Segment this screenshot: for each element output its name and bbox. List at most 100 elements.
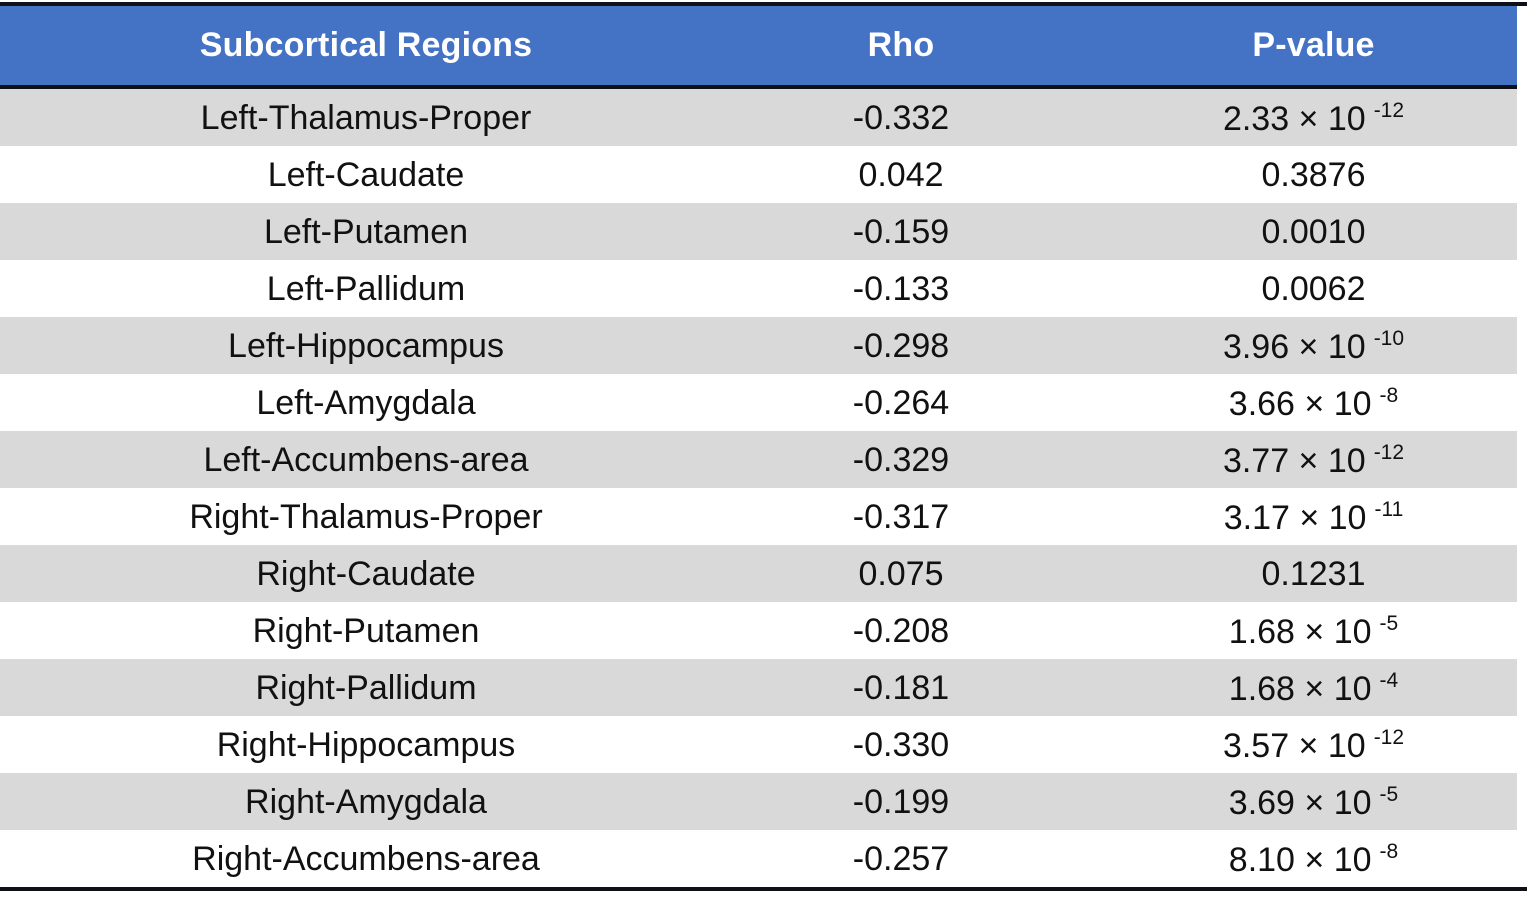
table-row: Left-Pallidum -0.133 0.0062 bbox=[0, 260, 1517, 317]
table-row: Right-Hippocampus -0.330 3.57 × 10 -12 bbox=[0, 716, 1517, 773]
table-row: Right-Putamen -0.208 1.68 × 10 -5 bbox=[0, 602, 1517, 659]
region-label: Right-Thalamus-Proper bbox=[189, 497, 543, 536]
rho-cell: -0.264 bbox=[732, 386, 1070, 420]
subcortical-correlation-table: Subcortical Regions Rho P-value Left-Tha… bbox=[0, 2, 1527, 891]
table-row: Left-Caudate 0.042 0.3876 bbox=[0, 146, 1517, 203]
rho-cell: -0.199 bbox=[732, 785, 1070, 819]
rho-cell: -0.298 bbox=[732, 329, 1070, 363]
region-label: Left-Hippocampus bbox=[228, 326, 504, 365]
region-label: Right-Accumbens-area bbox=[192, 839, 540, 878]
p-value-base: 3.77 × 10 bbox=[1222, 441, 1366, 480]
region-label: Right-Pallidum bbox=[255, 668, 477, 707]
region-cell: Left-Putamen bbox=[0, 215, 732, 249]
rho-cell: -0.133 bbox=[732, 272, 1070, 306]
table-row: Left-Hippocampus -0.298 3.96 × 10 -10 bbox=[0, 317, 1517, 374]
rho-cell: -0.208 bbox=[732, 614, 1070, 648]
p-value-cell: 3.57 × 10 -12 bbox=[1070, 727, 1517, 763]
p-value-base: 0.1231 bbox=[1261, 554, 1366, 593]
region-label: Left-Putamen bbox=[263, 212, 469, 251]
rho-value: 0.075 bbox=[858, 554, 944, 593]
p-value-base: 3.66 × 10 bbox=[1228, 384, 1372, 423]
region-label: Right-Putamen bbox=[252, 611, 480, 650]
p-value-cell: 0.3876 bbox=[1070, 158, 1517, 192]
rho-value: -0.264 bbox=[852, 383, 950, 422]
p-value-base: 1.68 × 10 bbox=[1228, 669, 1372, 708]
rho-cell: -0.257 bbox=[732, 842, 1070, 876]
rho-value: -0.317 bbox=[852, 497, 950, 536]
rho-value: -0.208 bbox=[852, 611, 950, 650]
p-value-exponent: -4 bbox=[1379, 668, 1399, 692]
table-row: Left-Putamen -0.159 0.0010 bbox=[0, 203, 1517, 260]
table-row: Right-Thalamus-Proper -0.317 3.17 × 10 -1… bbox=[0, 488, 1517, 545]
p-value-cell: 3.96 × 10 -10 bbox=[1070, 328, 1517, 364]
region-cell: Right-Amygdala bbox=[0, 785, 732, 819]
p-value-base: 3.69 × 10 bbox=[1228, 783, 1372, 822]
region-cell: Left-Accumbens-area bbox=[0, 443, 732, 477]
region-label: Left-Amygdala bbox=[256, 383, 476, 422]
column-header-rho: Rho bbox=[732, 26, 1070, 65]
rho-cell: -0.181 bbox=[732, 671, 1070, 705]
table-row: Right-Caudate 0.075 0.1231 bbox=[0, 545, 1517, 602]
table-row: Right-Accumbens-area -0.257 8.10 × 10 -8 bbox=[0, 830, 1517, 887]
table-row: Left-Amygdala -0.264 3.66 × 10 -8 bbox=[0, 374, 1517, 431]
rho-value: 0.042 bbox=[858, 155, 944, 194]
p-value-base: 3.96 × 10 bbox=[1222, 327, 1366, 366]
rho-value: -0.199 bbox=[852, 782, 950, 821]
p-value-cell: 0.0010 bbox=[1070, 215, 1517, 249]
table-header-row: Subcortical Regions Rho P-value bbox=[0, 6, 1517, 89]
rho-cell: -0.330 bbox=[732, 728, 1070, 762]
p-value-base: 0.0062 bbox=[1261, 269, 1366, 308]
p-value-cell: 3.69 × 10 -5 bbox=[1070, 784, 1517, 820]
p-value-base: 0.3876 bbox=[1261, 155, 1366, 194]
region-cell: Left-Thalamus-Proper bbox=[0, 101, 732, 135]
region-cell: Left-Amygdala bbox=[0, 386, 732, 420]
p-value-cell: 0.0062 bbox=[1070, 272, 1517, 306]
p-value-cell: 1.68 × 10 -4 bbox=[1070, 670, 1517, 706]
rho-value: -0.159 bbox=[852, 212, 950, 251]
rho-value: -0.181 bbox=[852, 668, 950, 707]
p-value-cell: 3.77 × 10 -12 bbox=[1070, 442, 1517, 478]
column-header-label: Subcortical Regions bbox=[199, 26, 533, 64]
rho-value: -0.298 bbox=[852, 326, 950, 365]
region-cell: Left-Hippocampus bbox=[0, 329, 732, 363]
p-value-cell: 8.10 × 10 -8 bbox=[1070, 841, 1517, 877]
table-body: Left-Thalamus-Proper -0.332 2.33 × 10 -12… bbox=[0, 89, 1517, 887]
table-row: Left-Thalamus-Proper -0.332 2.33 × 10 -12 bbox=[0, 89, 1517, 146]
p-value-base: 3.17 × 10 bbox=[1223, 498, 1367, 537]
rho-cell: -0.317 bbox=[732, 500, 1070, 534]
rho-cell: 0.042 bbox=[732, 158, 1070, 192]
region-cell: Right-Pallidum bbox=[0, 671, 732, 705]
p-value-base: 0.0010 bbox=[1261, 212, 1366, 251]
p-value-exponent: -10 bbox=[1373, 326, 1405, 350]
rho-value: -0.332 bbox=[852, 98, 950, 137]
p-value-exponent: -5 bbox=[1379, 782, 1399, 806]
p-value-base: 2.33 × 10 bbox=[1222, 99, 1366, 138]
p-value-exponent: -11 bbox=[1374, 497, 1404, 521]
region-cell: Right-Caudate bbox=[0, 557, 732, 591]
p-value-base: 1.68 × 10 bbox=[1228, 612, 1372, 651]
region-cell: Right-Hippocampus bbox=[0, 728, 732, 762]
table-row: Right-Pallidum -0.181 1.68 × 10 -4 bbox=[0, 659, 1517, 716]
region-label: Left-Thalamus-Proper bbox=[200, 98, 532, 137]
rho-cell: -0.329 bbox=[732, 443, 1070, 477]
region-label: Right-Caudate bbox=[256, 554, 476, 593]
rho-value: -0.329 bbox=[852, 440, 950, 479]
region-label: Left-Pallidum bbox=[266, 269, 466, 308]
region-label: Left-Caudate bbox=[267, 155, 465, 194]
region-cell: Right-Putamen bbox=[0, 614, 732, 648]
p-value-exponent: -12 bbox=[1373, 440, 1405, 464]
p-value-exponent: -12 bbox=[1373, 98, 1405, 122]
table-row: Right-Amygdala -0.199 3.69 × 10 -5 bbox=[0, 773, 1517, 830]
p-value-exponent: -8 bbox=[1379, 839, 1399, 863]
region-cell: Right-Accumbens-area bbox=[0, 842, 732, 876]
p-value-base: 3.57 × 10 bbox=[1222, 726, 1366, 765]
region-label: Right-Hippocampus bbox=[216, 725, 516, 764]
rho-value: -0.330 bbox=[852, 725, 950, 764]
column-header-label: Rho bbox=[867, 26, 935, 64]
p-value-cell: 3.17 × 10 -11 bbox=[1070, 499, 1517, 535]
p-value-cell: 0.1231 bbox=[1070, 557, 1517, 591]
p-value-cell: 2.33 × 10 -12 bbox=[1070, 100, 1517, 136]
rho-value: -0.257 bbox=[852, 839, 950, 878]
column-header-p-value: P-value bbox=[1070, 26, 1517, 65]
